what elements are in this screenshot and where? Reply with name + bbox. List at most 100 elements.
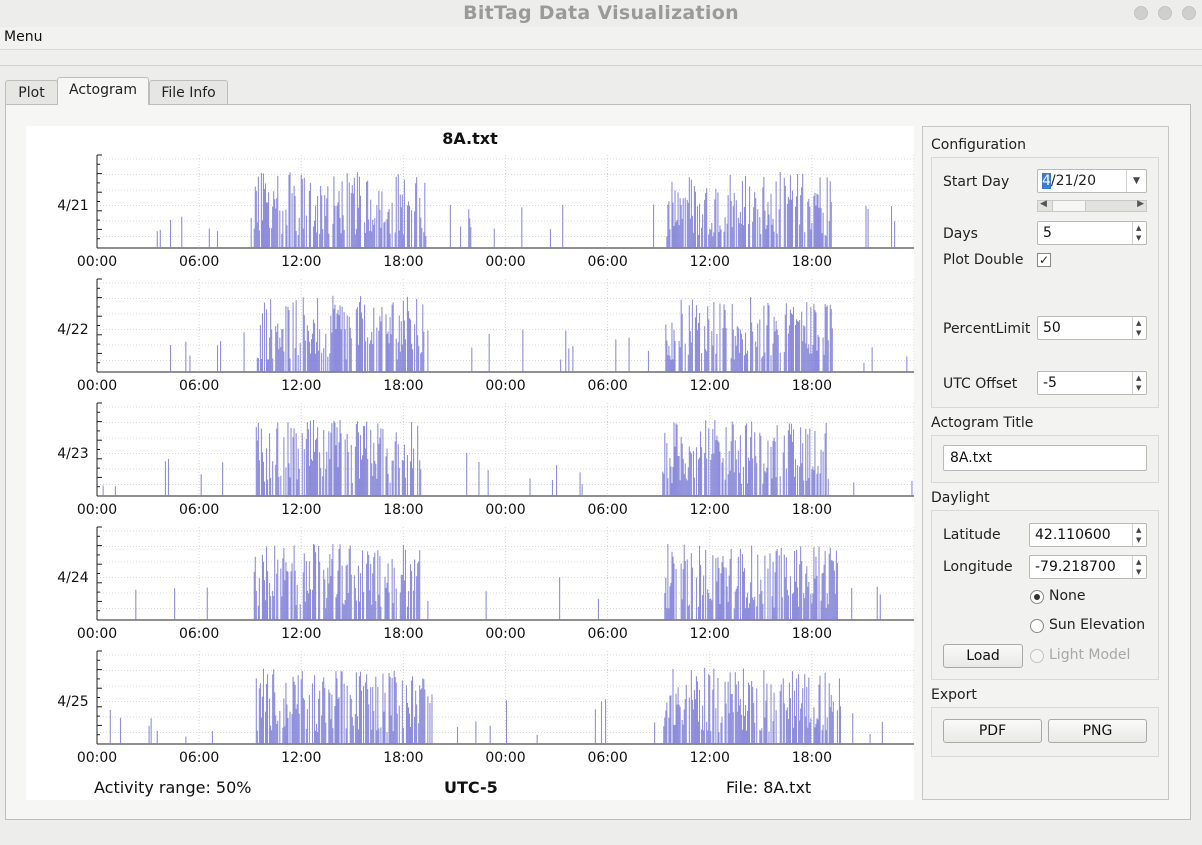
scroll-left-icon[interactable]: ◀ — [1040, 199, 1047, 209]
x-tick-label: 18:00 — [383, 626, 423, 642]
start-day-selected-text: 4 — [1042, 173, 1051, 189]
close-icon[interactable] — [1182, 6, 1196, 20]
tab-actogram[interactable]: Actogram — [57, 77, 149, 105]
export-png-button[interactable]: PNG — [1048, 719, 1147, 743]
x-tick-label: 06:00 — [587, 750, 627, 766]
menubar: Menu — [0, 27, 1202, 49]
daylight-none-label: None — [1049, 588, 1086, 604]
x-tick-label: 00:00 — [77, 750, 117, 766]
x-tick-label: 18:00 — [792, 626, 832, 642]
actogram-plot: 4/21 00:00 06:00 12:00 18:00 00:00 06:00 12:00 1… — [26, 126, 914, 800]
daylight-sun-label: Sun Elevation — [1049, 617, 1146, 633]
x-tick-label: 18:00 — [792, 254, 832, 270]
percent-limit-spinbox[interactable]: 50 ▲ ▼ — [1037, 316, 1147, 340]
daylight-heading: Daylight — [931, 490, 990, 506]
daylight-none-radio[interactable] — [1030, 590, 1044, 604]
x-tick-label: 18:00 — [792, 750, 832, 766]
load-button[interactable]: Load — [943, 644, 1023, 668]
export-heading: Export — [931, 687, 977, 703]
actogram-canvas: 4/21 00:00 06:00 12:00 18:00 00:00 06:00 12:00 1… — [57, 154, 914, 766]
x-tick-label: 00:00 — [485, 502, 525, 518]
row-label: 4/24 — [57, 570, 89, 586]
x-tick-label: 00:00 — [485, 378, 525, 394]
x-tick-label: 00:00 — [77, 378, 117, 394]
row-label: 4/23 — [57, 446, 88, 462]
actogram-title-heading: Actogram Title — [931, 415, 1034, 431]
spin-arrows-icon[interactable]: ▲ ▼ — [1132, 372, 1146, 394]
minimize-icon[interactable] — [1134, 6, 1148, 20]
x-tick-label: 06:00 — [179, 626, 219, 642]
x-tick-label: 18:00 — [383, 254, 423, 270]
toolbar-strip — [0, 49, 1202, 66]
x-tick-label: 18:00 — [383, 502, 423, 518]
row-label: 4/22 — [57, 322, 88, 338]
x-tick-label: 18:00 — [792, 378, 832, 394]
x-tick-label: 12:00 — [690, 502, 730, 518]
days-value: 5 — [1043, 225, 1052, 241]
x-tick-label: 00:00 — [77, 502, 117, 518]
utc-label: UTC-5 — [444, 778, 498, 797]
spin-arrows-icon[interactable]: ▲ ▼ — [1132, 222, 1146, 244]
tab-file-info[interactable]: File Info — [149, 80, 228, 106]
configuration-group — [931, 157, 1159, 408]
utc-offset-label: UTC Offset — [943, 376, 1018, 392]
x-tick-label: 12:00 — [281, 750, 321, 766]
longitude-label: Longitude — [943, 559, 1013, 575]
x-tick-label: 00:00 — [77, 626, 117, 642]
spin-arrows-icon[interactable]: ▲ ▼ — [1132, 556, 1146, 578]
row-label: 4/21 — [57, 198, 88, 214]
days-spinbox[interactable]: 5 ▲ ▼ — [1037, 221, 1147, 245]
utc-offset-spinbox[interactable]: -5 ▲ ▼ — [1037, 371, 1147, 395]
settings-panel: Configuration Start Day 4/21/20 ▼ ◀ ▶ Da… — [922, 126, 1169, 800]
x-tick-label: 18:00 — [383, 750, 423, 766]
plot-title: 8A.txt — [442, 129, 498, 148]
utc-offset-value: -5 — [1043, 375, 1057, 391]
actogram-title-input[interactable]: 8A.txt — [943, 445, 1147, 471]
plot-double-label: Plot Double — [943, 252, 1024, 268]
export-pdf-button[interactable]: PDF — [943, 719, 1042, 743]
maximize-icon[interactable] — [1158, 6, 1172, 20]
window-titlebar: BitTag Data Visualization — [0, 0, 1202, 26]
longitude-spinbox[interactable]: -79.218700 ▲ ▼ — [1029, 555, 1147, 579]
latitude-label: Latitude — [943, 527, 1001, 543]
menu-button[interactable]: Menu — [4, 29, 43, 45]
percent-limit-label: PercentLimit — [943, 321, 1031, 337]
x-tick-label: 12:00 — [690, 626, 730, 642]
longitude-value: -79.218700 — [1035, 559, 1116, 575]
x-tick-label: 12:00 — [690, 254, 730, 270]
latitude-value: 42.110600 — [1035, 527, 1111, 543]
start-day-field[interactable]: 4/21/20 ▼ — [1037, 169, 1147, 193]
plot-double-checkbox[interactable]: ✓ — [1037, 253, 1051, 267]
daylight-sun-radio[interactable] — [1030, 619, 1044, 633]
x-tick-label: 18:00 — [792, 502, 832, 518]
x-tick-label: 06:00 — [179, 502, 219, 518]
x-tick-label: 06:00 — [587, 502, 627, 518]
start-day-scrollbar[interactable]: ◀ ▶ — [1037, 199, 1147, 212]
latitude-spinbox[interactable]: 42.110600 ▲ ▼ — [1029, 523, 1147, 547]
x-tick-label: 00:00 — [77, 254, 117, 270]
x-tick-label: 12:00 — [690, 750, 730, 766]
chevron-down-icon[interactable]: ▼ — [1126, 170, 1146, 192]
scroll-right-icon[interactable]: ▶ — [1137, 199, 1144, 209]
x-tick-label: 12:00 — [281, 378, 321, 394]
tab-plot[interactable]: Plot — [5, 80, 58, 106]
scroll-handle[interactable] — [1052, 201, 1086, 211]
window-title: BitTag Data Visualization — [463, 2, 739, 24]
file-label: File: 8A.txt — [726, 778, 812, 797]
x-tick-label: 06:00 — [179, 254, 219, 270]
x-tick-label: 12:00 — [690, 378, 730, 394]
x-tick-label: 06:00 — [587, 626, 627, 642]
percent-limit-value: 50 — [1043, 320, 1061, 336]
x-tick-label: 00:00 — [485, 254, 525, 270]
x-tick-label: 06:00 — [179, 750, 219, 766]
spin-arrows-icon[interactable]: ▲ ▼ — [1132, 317, 1146, 339]
activity-range-label: Activity range: 50% — [94, 778, 252, 797]
days-label: Days — [943, 226, 978, 242]
daylight-light-label: Light Model — [1049, 647, 1131, 663]
row-label: 4/25 — [57, 694, 88, 710]
start-day-text: /21/20 — [1050, 173, 1096, 189]
x-tick-label: 00:00 — [485, 626, 525, 642]
x-tick-label: 06:00 — [587, 378, 627, 394]
spin-arrows-icon[interactable]: ▲ ▼ — [1132, 524, 1146, 546]
start-day-label: Start Day — [943, 174, 1010, 190]
